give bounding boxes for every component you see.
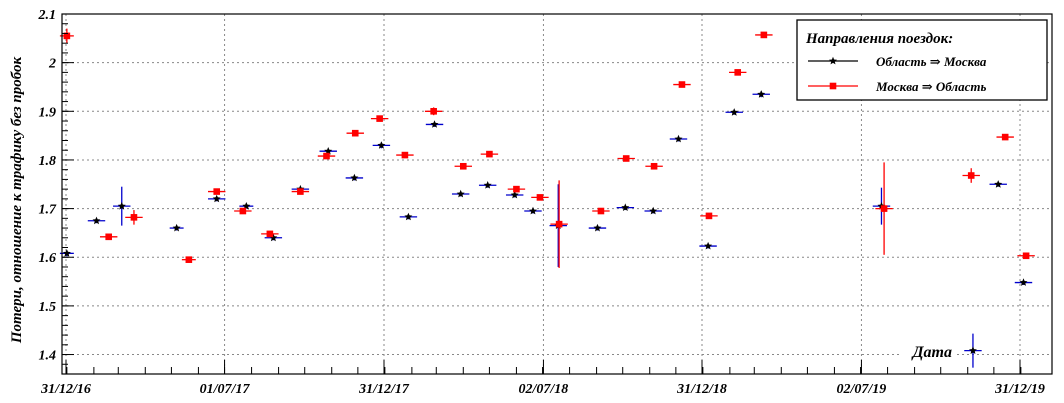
- data-point: [678, 81, 686, 88]
- data-point: [1022, 252, 1030, 260]
- data-point: [239, 207, 247, 215]
- series-oblast-moskva: [59, 90, 1033, 368]
- data-point: [459, 162, 467, 170]
- legend-label-oblast-moskva: Область ⇒ Москва: [876, 54, 987, 69]
- data-point: [513, 185, 520, 193]
- data-point: [757, 90, 766, 98]
- data-point: [734, 69, 742, 76]
- data-point: [323, 152, 330, 160]
- data-point: [130, 214, 138, 221]
- data-point: [705, 212, 713, 220]
- data-point: [185, 256, 193, 263]
- x-axis-label-background: [900, 341, 956, 363]
- data-point: [212, 194, 221, 203]
- data-point: [649, 206, 658, 215]
- data-point: [674, 134, 683, 143]
- data-point: [376, 115, 383, 122]
- grid-lines: [62, 13, 1052, 374]
- y-tick-label: 1.4: [39, 349, 57, 364]
- legend-marker-oblast-moskva: [829, 56, 837, 65]
- data-point: [536, 194, 544, 201]
- y-tick-label: 1.8: [39, 154, 57, 169]
- data-point: [1001, 133, 1009, 141]
- data-point: [351, 129, 359, 137]
- x-tick-label: 31/12/19: [994, 382, 1045, 397]
- legend-label-moskva-oblast: Москва ⇒ Область: [875, 79, 986, 94]
- data-point: [456, 189, 465, 198]
- x-tick-label: 31/12/18: [676, 382, 727, 397]
- legend-marker-moskva-oblast: [829, 82, 837, 90]
- data-point: [760, 31, 768, 39]
- y-tick-label: 1.6: [39, 251, 57, 266]
- y-tick-label: 1.5: [39, 300, 57, 315]
- data-point: [117, 202, 126, 210]
- data-point: [92, 216, 101, 225]
- data-point: [297, 188, 304, 195]
- data-point: [269, 233, 278, 242]
- data-point: [242, 202, 251, 210]
- legend-entry-moskva-oblast: Москва ⇒ Область: [808, 79, 986, 94]
- series-moskva-oblast: [59, 28, 1035, 268]
- x-tick-label: 31/12/17: [358, 382, 410, 397]
- y-tick-label: 1.9: [39, 105, 57, 120]
- data-point: [621, 203, 630, 211]
- x-tick-label: 02/07/19: [837, 382, 887, 397]
- data-point: [350, 173, 359, 182]
- x-tick-label: 31/12/16: [40, 382, 91, 397]
- legend-title: Направления поездок:: [805, 31, 953, 47]
- data-point: [1019, 278, 1028, 286]
- data-point: [529, 206, 537, 215]
- data-point: [969, 346, 977, 354]
- data-point: [105, 233, 112, 241]
- data-point: [266, 230, 274, 238]
- y-tick-label: 2.1: [38, 8, 57, 23]
- plot-frame: [61, 13, 1053, 375]
- legend: Направления поездок: Область ⇒ Москва Мо…: [796, 19, 1048, 101]
- axes: 1.4 1.5 1.6 1.7 1.8 1.9 2 2.1 31/12/16 01/07/17 31…: [38, 8, 1045, 397]
- data-point: [483, 181, 492, 189]
- data-point: [486, 150, 493, 158]
- data-point: [597, 207, 605, 215]
- data-point: [593, 223, 602, 232]
- data-point: [994, 180, 1003, 188]
- data-point: [704, 241, 713, 250]
- x-tick-label: 02/07/18: [519, 382, 569, 397]
- data-point: [62, 249, 71, 257]
- data-point: [172, 223, 181, 232]
- data-point: [622, 155, 630, 162]
- data-point: [63, 32, 71, 40]
- data-point: [650, 162, 658, 170]
- legend-box: [796, 19, 1048, 101]
- x-tick-label: 01/07/17: [200, 382, 251, 397]
- y-axis-label: Потери, отношение к трафику без пробок: [9, 56, 25, 344]
- data-point: [510, 190, 519, 199]
- series-layer: [59, 28, 1035, 368]
- data-point: [324, 147, 333, 155]
- y-tick-label: 2: [48, 57, 56, 72]
- data-point: [430, 120, 439, 128]
- data-point: [404, 212, 413, 221]
- data-point: [880, 205, 888, 212]
- y-tick-label: 1.7: [39, 203, 58, 218]
- legend-entry-oblast-moskva: Область ⇒ Москва: [808, 54, 987, 69]
- data-point: [401, 151, 409, 159]
- data-point: [377, 141, 386, 149]
- data-point: [430, 107, 437, 115]
- x-axis-label: Дата: [911, 344, 952, 361]
- data-point: [730, 108, 739, 116]
- data-point: [967, 172, 975, 179]
- data-point: [213, 188, 221, 195]
- data-point: [555, 220, 563, 228]
